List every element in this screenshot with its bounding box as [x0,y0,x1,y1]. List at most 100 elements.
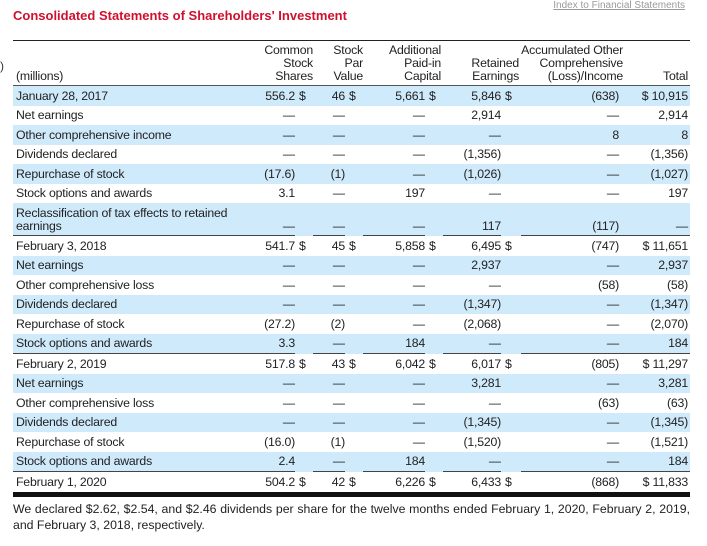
dollar-sign [501,125,522,145]
cell-retained-earnings: 6,017 [443,353,502,374]
dollar-sign: $ [505,238,512,253]
cell-par-value: — [313,451,345,472]
cell-aoci: (805) [521,353,626,374]
header-total: Total [625,44,691,86]
dollar-sign [425,203,444,236]
dollar-sign: $ [501,85,522,106]
dollar-sign [425,184,443,204]
table-row: Other comprehensive income — — — —8 8 [13,125,691,145]
cell-aoci: — [606,147,620,162]
dollar-sign [345,145,363,165]
dollar-sign: $ [299,356,306,371]
cell-aoci: — [521,294,626,314]
cell-paid-in-capital: 184 [363,333,426,354]
cell-paid-in-capital: — [412,277,426,292]
cell-shares: — [282,277,295,292]
dollar-sign [425,294,444,314]
dollar-sign [345,203,364,236]
cell-shares: — [243,412,295,432]
dollar-sign [501,275,521,295]
dollar-sign: $ [345,471,364,497]
cell-par-value: 46 [313,85,345,106]
cell-shares: — [282,147,295,162]
cell-shares: — [282,395,295,410]
cell-par-value: — [332,277,345,292]
dollar-sign [501,393,521,413]
table-row: Dividends declared — — — (1,356) — (1,356) [13,145,690,165]
dollar-sign [345,393,363,413]
header-retained-earnings: Retained Earnings [443,44,522,86]
cell-shares: 3.3 [243,333,295,354]
dollar-sign [295,393,313,413]
cell-paid-in-capital: 5,661 [363,85,426,106]
cell-par-value: — [332,186,345,201]
cell-retained-earnings: — [443,333,502,354]
dollar-sign [501,432,521,452]
table-row: January 28, 2017 556.2 $46 $5,661 $5,846 $ (63… [13,85,691,106]
cell-aoci: (868) [521,471,626,497]
table-row: Other comprehensive loss — — — — (58) (58) [13,275,690,295]
row-label: Stock options and awards [13,451,243,472]
cell-shares: (16.0) [264,434,295,449]
row-label: Net earnings [13,255,243,275]
header-common-stock-shares: Common Stock Shares [243,44,313,86]
table-row: February 3, 2018 541.7 $45 $5,858 $6,495 $ (74… [13,235,691,256]
cell-aoci: — [521,164,626,184]
cell-aoci: — [521,373,626,393]
cell-retained-earnings: (1,347) [443,294,502,314]
dollar-sign [425,373,444,393]
cell-par-value: 42 [313,471,345,497]
dollar-sign [295,203,313,236]
cell-aoci: — [521,333,626,354]
dollar-sign [345,333,364,354]
cell-total: (2,070) [650,316,689,331]
dollar-sign: $ [429,238,436,253]
dollar-sign [295,125,313,145]
dollar-sign [425,314,443,334]
header-additional-paid-in-capital: Additional Paid-in Capital [363,44,444,86]
dollar-sign: $ [295,471,313,497]
table-row: Net earnings — — —3,281—3,281 [13,373,691,393]
cell-paid-in-capital: — [363,294,426,314]
dollar-sign [295,314,313,334]
cell-paid-in-capital: 184 [363,451,426,472]
cell-par-value: (2) [330,316,345,331]
cell-retained-earnings: — [488,395,502,410]
cell-total: (1,356) [650,147,689,162]
cell-total: — [625,203,691,236]
cell-paid-in-capital: — [363,125,426,145]
cell-par-value: — [313,203,345,236]
table-row: Net earnings — — —2,937—2,937 [13,255,691,275]
cell-aoci: (117) [521,203,626,236]
cell-par-value: (1) [313,164,345,184]
dollar-sign: $ [295,85,313,106]
index-to-financial-statements-link[interactable]: Index to Financial Statements [553,0,685,11]
dollar-sign [345,314,363,334]
header-millions: (millions) [13,44,243,86]
cell-retained-earnings: (1,026) [443,164,502,184]
cell-aoci: — [606,316,620,331]
dollar-sign [501,203,522,236]
dollar-sign [345,164,364,184]
table-row: Dividends declared — — — (1,345) — (1,345) [13,412,691,432]
table-row: Stock options and awards 3.1 — 197 — — 197 [13,184,690,204]
dollar-sign [501,184,521,204]
dollar-sign [295,451,313,472]
dollar-sign [345,412,364,432]
top-rule [13,40,690,44]
dollar-sign [425,255,444,275]
cell-paid-in-capital: — [363,203,426,236]
cell-shares: 517.8 [243,353,295,374]
cell-retained-earnings: (1,520) [463,434,502,449]
header-aoci: Accumulated Other Comprehensive (Loss)/Inc… [521,44,626,86]
cell-par-value: — [332,147,345,162]
cell-paid-in-capital: 6,042 [363,353,426,374]
cell-total: $ 10,915 [625,85,691,106]
dollar-sign [501,106,521,126]
dollar-sign [345,106,363,126]
cell-retained-earnings: 5,846 [443,85,502,106]
dollar-sign [501,255,522,275]
cell-par-value: — [313,255,345,275]
dividends-footnote: We declared $2.62, $2.54, and $2.46 divi… [13,501,690,532]
statement-container: Consolidated Statements of Shareholders'… [13,8,691,533]
